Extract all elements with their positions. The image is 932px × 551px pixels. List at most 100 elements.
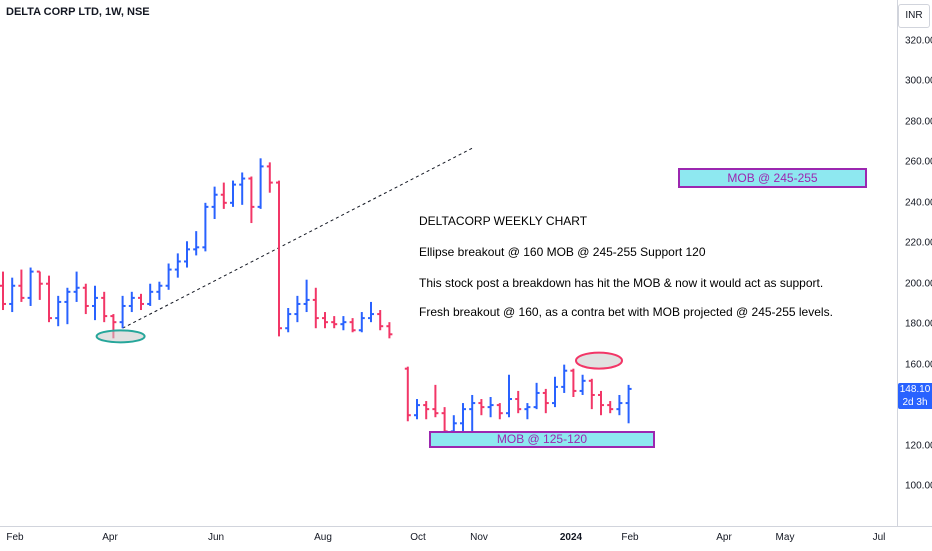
ohlc-bar bbox=[579, 374, 586, 395]
currency-label[interactable]: INR bbox=[898, 4, 930, 28]
breakout-ellipse-high[interactable] bbox=[575, 351, 623, 370]
ohlc-bar bbox=[404, 366, 411, 422]
ohlc-bar bbox=[386, 322, 393, 339]
time-tick-label: Jul bbox=[872, 532, 886, 543]
time-tick-label: May bbox=[775, 532, 795, 543]
note-levels: Ellipse breakout @ 160 MOB @ 245-255 Sup… bbox=[419, 245, 706, 259]
ohlc-bar bbox=[101, 291, 108, 323]
ohlc-bar bbox=[460, 403, 466, 434]
time-tick-label: Nov bbox=[470, 532, 488, 543]
ohlc-bar bbox=[368, 301, 374, 323]
price-tick-label: 220.00 bbox=[905, 237, 932, 249]
price-tick-label: 240.00 bbox=[905, 197, 932, 209]
ohlc-bar bbox=[64, 287, 71, 325]
ohlc-bar bbox=[515, 390, 522, 414]
ohlc-bar bbox=[156, 281, 163, 300]
ohlc-bar bbox=[322, 312, 328, 329]
ohlc-bar bbox=[193, 231, 200, 256]
price-tick-label: 320.00 bbox=[905, 35, 932, 47]
ohlc-bar bbox=[239, 172, 246, 205]
ohlc-bar bbox=[607, 401, 614, 414]
ohlc-bar bbox=[211, 186, 218, 219]
mob-lower-zone[interactable]: MOB @ 125-120 bbox=[429, 431, 655, 448]
ohlc-bar bbox=[138, 293, 144, 311]
ohlc-bar bbox=[46, 275, 52, 323]
ohlc-bar bbox=[312, 287, 319, 329]
ohlc-bar bbox=[202, 202, 209, 252]
ohlc-bar bbox=[496, 403, 503, 420]
ohlc-bar bbox=[73, 271, 80, 302]
ohlc-bar bbox=[570, 368, 577, 397]
ohlc-bar bbox=[128, 291, 135, 313]
ohlc-bar bbox=[230, 180, 236, 207]
price-tick-label: 200.00 bbox=[905, 278, 932, 290]
price-tick-label: 300.00 bbox=[905, 75, 932, 87]
note-support: This stock post a breakdown has hit the … bbox=[419, 276, 824, 290]
ohlc-bar bbox=[0, 271, 6, 311]
ohlc-bar bbox=[27, 267, 34, 306]
ohlc-bar bbox=[92, 285, 98, 321]
price-tick-label: 160.00 bbox=[905, 359, 932, 371]
bar-countdown: 2d 3h bbox=[902, 397, 928, 408]
ohlc-bar bbox=[82, 283, 89, 315]
ohlc-bar bbox=[598, 390, 604, 416]
ohlc-bar bbox=[625, 384, 632, 424]
last-price-value: 148.10 bbox=[899, 384, 931, 395]
ohlc-bar bbox=[257, 158, 264, 209]
ohlc-bar bbox=[303, 279, 310, 313]
ohlc-bar bbox=[276, 180, 282, 337]
time-axis[interactable] bbox=[0, 526, 932, 551]
note-heading: DELTACORP WEEKLY CHART bbox=[419, 214, 588, 228]
price-tick-label: 180.00 bbox=[905, 318, 932, 330]
last-price-badge: 148.10 2d 3h bbox=[898, 383, 932, 409]
price-tick-label: 100.00 bbox=[905, 480, 932, 492]
ohlc-bar bbox=[432, 384, 439, 418]
ohlc-bar bbox=[36, 270, 43, 300]
ohlc-bar bbox=[331, 316, 338, 329]
ohlc-bar bbox=[340, 316, 347, 331]
time-tick-label: Apr bbox=[716, 532, 732, 543]
ohlc-bar bbox=[248, 176, 255, 224]
ohlc-bar bbox=[55, 295, 62, 327]
time-tick-label: 2024 bbox=[559, 532, 583, 543]
note-breakout: Fresh breakout @ 160, as a contra bet wi… bbox=[419, 305, 833, 319]
ohlc-bar bbox=[533, 382, 540, 410]
breakout-ellipse-low[interactable] bbox=[95, 329, 146, 344]
price-tick-label: 280.00 bbox=[905, 116, 932, 128]
ohlc-bar bbox=[423, 401, 430, 420]
ohlc-bar bbox=[266, 162, 273, 193]
ohlc-bar bbox=[119, 295, 126, 329]
ohlc-bar bbox=[469, 394, 476, 432]
ohlc-bar bbox=[285, 308, 292, 333]
ohlc-bar bbox=[561, 364, 568, 393]
price-tick-label: 120.00 bbox=[905, 440, 932, 452]
ohlc-bar bbox=[220, 182, 227, 209]
ohlc-bar bbox=[147, 283, 154, 306]
price-chart[interactable] bbox=[0, 0, 897, 526]
ohlc-bar bbox=[414, 399, 420, 420]
ohlc-bar bbox=[9, 277, 16, 313]
ohlc-bar bbox=[377, 310, 384, 331]
chart-title: DELTA CORP LTD, 1W, NSE bbox=[6, 6, 150, 18]
ohlc-bar bbox=[487, 397, 494, 418]
mob-upper-zone[interactable]: MOB @ 245-255 bbox=[678, 168, 867, 188]
ohlc-bar bbox=[588, 378, 595, 410]
ohlc-bar bbox=[358, 312, 365, 333]
time-tick-label: Oct bbox=[410, 532, 426, 543]
ohlc-bar bbox=[616, 394, 623, 416]
ohlc-bar bbox=[524, 403, 531, 420]
price-axis[interactable] bbox=[897, 0, 932, 526]
ohlc-bar bbox=[174, 253, 181, 278]
ohlc-bar bbox=[18, 269, 25, 302]
ohlc-bar bbox=[542, 388, 549, 414]
ohlc-bar bbox=[165, 263, 172, 290]
time-tick-label: Feb bbox=[621, 532, 639, 543]
ohlc-bar bbox=[506, 374, 512, 418]
ohlc-bar bbox=[349, 318, 356, 333]
time-tick-label: Feb bbox=[6, 532, 24, 543]
ohlc-bar bbox=[478, 399, 485, 416]
time-tick-label: Jun bbox=[207, 532, 225, 543]
time-tick-label: Aug bbox=[314, 532, 332, 543]
ohlc-bar bbox=[294, 295, 301, 323]
